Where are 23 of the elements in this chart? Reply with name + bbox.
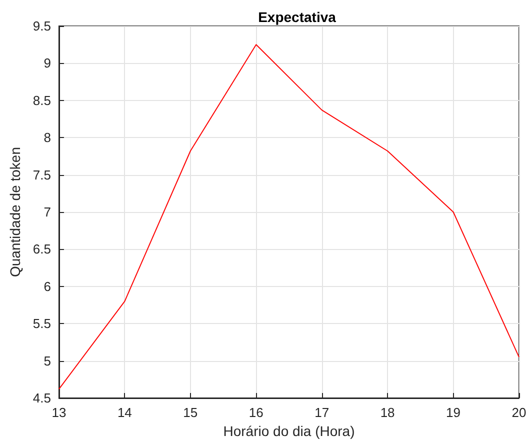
y-tick-label: 7 — [44, 204, 51, 220]
x-axis-title: Horário do dia (Hora) — [223, 422, 355, 439]
line-series — [58, 44, 520, 390]
y-tick-label: 4.5 — [32, 390, 51, 406]
y-tick-label: 7.5 — [32, 167, 51, 182]
y-tick-label: 9.5 — [32, 18, 51, 34]
x-tick-label: 17 — [314, 405, 330, 420]
y-tick-label: 6 — [44, 278, 51, 294]
y-tick-label: 9 — [44, 56, 51, 71]
y-tick-label: 5 — [44, 353, 51, 368]
x-tick-label: 14 — [117, 405, 132, 420]
y-tick-label: 8 — [44, 130, 51, 146]
y-tick-label: 6.5 — [32, 242, 51, 257]
x-tick-label: 18 — [380, 405, 395, 420]
x-tick-label: 20 — [512, 405, 526, 420]
y-tick-label: 8.5 — [32, 92, 51, 108]
x-tick-label: 13 — [52, 405, 66, 420]
x-tick-label: 19 — [446, 405, 461, 420]
y-axis-title: Quantidade de token — [7, 147, 23, 277]
x-tick-label: 15 — [183, 405, 198, 420]
y-tick-label: 5.5 — [32, 316, 51, 332]
x-tick-label: 16 — [248, 405, 264, 420]
chart-title: Expectativa — [258, 9, 336, 25]
